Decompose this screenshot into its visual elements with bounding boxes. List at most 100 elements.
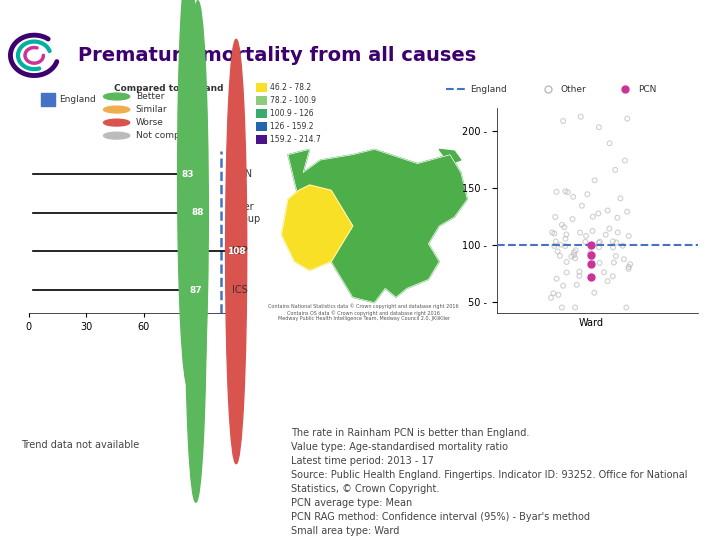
Point [585, 260, 597, 268]
Point [598, 268, 610, 276]
Point [593, 243, 605, 252]
Point [621, 114, 633, 123]
Point [602, 277, 613, 286]
Point [566, 252, 577, 261]
Text: Peer
group: Peer group [233, 202, 261, 224]
Point [574, 267, 585, 276]
Point [607, 237, 618, 246]
Point [585, 248, 596, 257]
Point [559, 234, 571, 243]
Text: PCN: PCN [638, 85, 657, 93]
Point [617, 241, 629, 250]
Text: England: England [60, 95, 96, 104]
Text: The rate in Rainham PCN is better than England.
Value type: Age-standardised mor: The rate in Rainham PCN is better than E… [291, 428, 688, 536]
Circle shape [225, 39, 247, 464]
Point [574, 272, 585, 280]
Point [571, 280, 582, 289]
Point [603, 224, 615, 233]
Circle shape [185, 78, 207, 502]
Point [549, 213, 561, 221]
Text: England: England [470, 85, 507, 93]
Point [593, 123, 605, 132]
Polygon shape [439, 150, 461, 164]
Point [619, 156, 631, 165]
Point [580, 238, 591, 246]
Point [545, 294, 557, 302]
Point [548, 289, 559, 298]
Point [568, 248, 580, 256]
Point [623, 265, 634, 273]
Text: Trend data not available: Trend data not available [22, 440, 140, 450]
Text: Worse: Worse [135, 118, 163, 127]
Bar [40, 93, 55, 106]
Text: Premature mortality from all causes: Premature mortality from all causes [78, 46, 477, 65]
Text: Other: Other [561, 85, 587, 93]
Text: Contains National Statistics data © Crown copyright and database right 2016
Cont: Contains National Statistics data © Crow… [269, 303, 459, 321]
Point [602, 206, 613, 215]
Text: PCN: PCN [233, 170, 253, 179]
Point [621, 303, 632, 312]
Point [582, 190, 593, 199]
Point [589, 176, 600, 185]
Point [568, 251, 580, 259]
Text: 40: 40 [9, 8, 28, 22]
Circle shape [104, 119, 130, 126]
Bar [256, 109, 267, 118]
Circle shape [178, 0, 199, 387]
Circle shape [104, 93, 130, 100]
Point [570, 246, 582, 255]
Text: 46.2 - 78.2: 46.2 - 78.2 [270, 83, 311, 92]
Point [549, 242, 560, 251]
Point [570, 254, 581, 262]
Point [611, 238, 622, 247]
Text: Better: Better [135, 92, 164, 101]
Point [600, 231, 611, 239]
Point [623, 262, 634, 271]
Point [561, 230, 572, 239]
Polygon shape [282, 185, 353, 271]
Text: 87: 87 [189, 286, 202, 294]
Bar [256, 122, 267, 131]
Point [561, 258, 572, 266]
Point [575, 112, 587, 121]
Text: 78.2 - 100.9: 78.2 - 100.9 [270, 96, 316, 105]
Point [615, 194, 626, 202]
Point [559, 242, 571, 251]
Bar [256, 96, 267, 105]
Point [576, 201, 588, 210]
Point [587, 212, 598, 221]
Point [570, 303, 581, 312]
Point [553, 291, 564, 299]
Point [612, 228, 624, 237]
Text: Not compared: Not compared [135, 131, 199, 140]
Point [588, 288, 600, 297]
Point [593, 209, 604, 218]
Point [567, 215, 578, 224]
Point [593, 239, 605, 247]
Point [611, 213, 623, 222]
Point [594, 259, 606, 267]
Point [585, 240, 597, 249]
Point [556, 303, 567, 312]
Bar [256, 135, 267, 144]
Text: Similar: Similar [135, 105, 167, 114]
Text: 100.9 - 126: 100.9 - 126 [270, 109, 314, 118]
Text: ICP: ICP [233, 246, 248, 256]
Point [594, 238, 606, 246]
Point [551, 274, 562, 283]
Point [623, 232, 634, 240]
Point [585, 251, 597, 259]
Point [587, 227, 598, 235]
Point [549, 230, 560, 238]
Text: 88: 88 [192, 208, 204, 218]
Point [575, 228, 586, 237]
Point [562, 188, 573, 197]
Point [585, 272, 597, 281]
Point [559, 223, 570, 232]
Text: 126 - 159.2: 126 - 159.2 [270, 122, 314, 131]
Point [586, 258, 598, 266]
Point [610, 252, 621, 260]
Text: 108: 108 [227, 247, 246, 256]
Point [621, 207, 633, 216]
Text: 83: 83 [182, 170, 194, 179]
